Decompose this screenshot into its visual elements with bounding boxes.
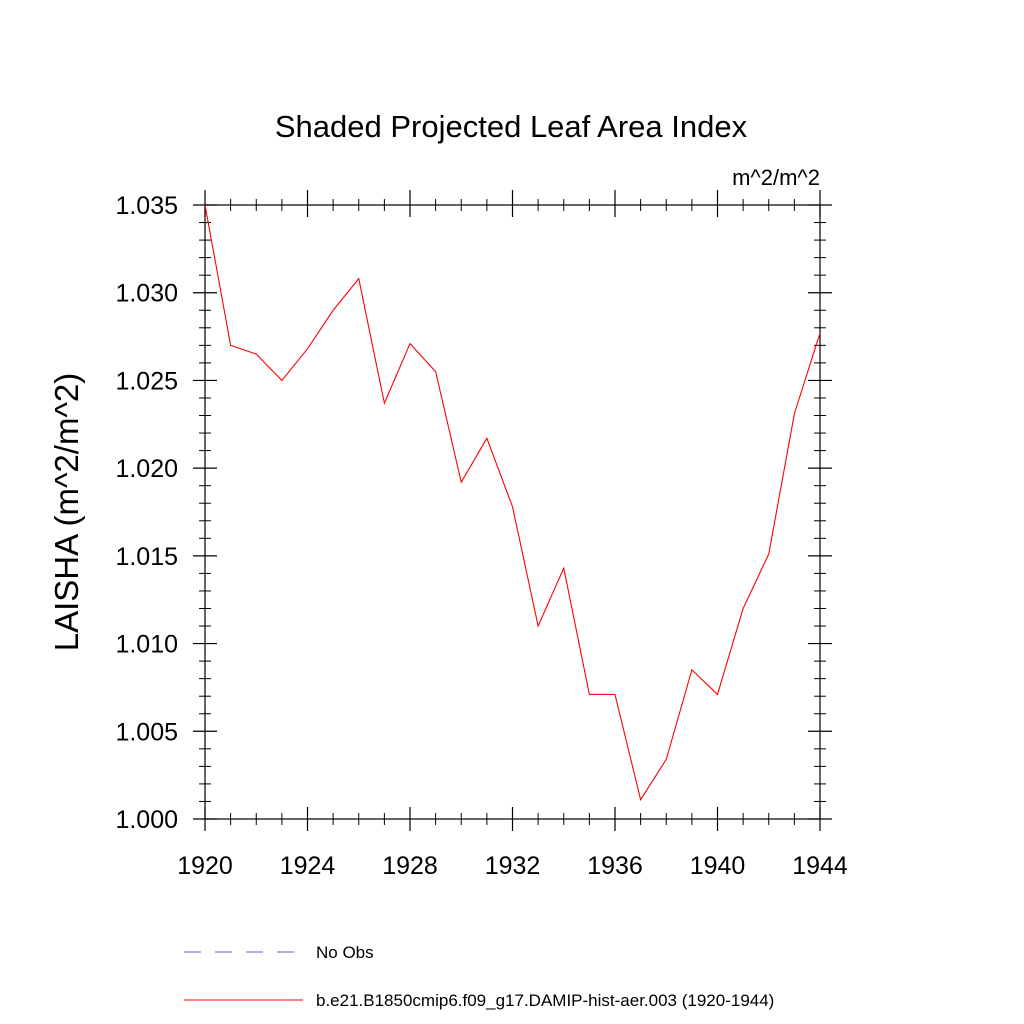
plot-frame [204, 204, 821, 820]
y-axis-label: LAISHA (m^2/m^2) [48, 373, 85, 652]
x-tick-label: 1928 [382, 852, 438, 880]
series-line [204, 204, 821, 802]
x-tick-label: 1924 [280, 852, 336, 880]
units-label: m^2/m^2 [732, 165, 820, 190]
legend: No Obs b.e21.B1850cmip6.f09_g17.DAMIP-his… [184, 943, 774, 1010]
y-tick-label: 1.035 [115, 192, 178, 220]
axis-ticks [193, 190, 832, 831]
x-tick-labels: 1920 1924 1928 1932 1936 1940 1944 [177, 852, 848, 880]
y-tick-label: 1.020 [115, 455, 178, 483]
chart-title: Shaded Projected Leaf Area Index [275, 109, 748, 144]
x-tick-label: 1936 [587, 852, 643, 880]
y-tick-label: 1.015 [115, 543, 178, 571]
x-tick-label: 1940 [690, 852, 746, 880]
y-tick-label: 1.000 [115, 806, 178, 834]
y-tick-labels: 1.000 1.005 1.010 1.015 1.020 1.025 1.030 1.035 [115, 192, 178, 834]
x-tick-label: 1932 [485, 852, 541, 880]
legend-label: No Obs [316, 943, 374, 962]
y-tick-label: 1.010 [115, 631, 178, 659]
y-tick-label: 1.030 [115, 280, 178, 308]
x-tick-label: 1944 [792, 852, 848, 880]
x-tick-label: 1920 [177, 852, 233, 880]
y-tick-label: 1.025 [115, 367, 178, 395]
series-lines [204, 204, 821, 802]
legend-label: b.e21.B1850cmip6.f09_g17.DAMIP-hist-aer.… [316, 991, 774, 1010]
y-tick-label: 1.005 [115, 718, 178, 746]
